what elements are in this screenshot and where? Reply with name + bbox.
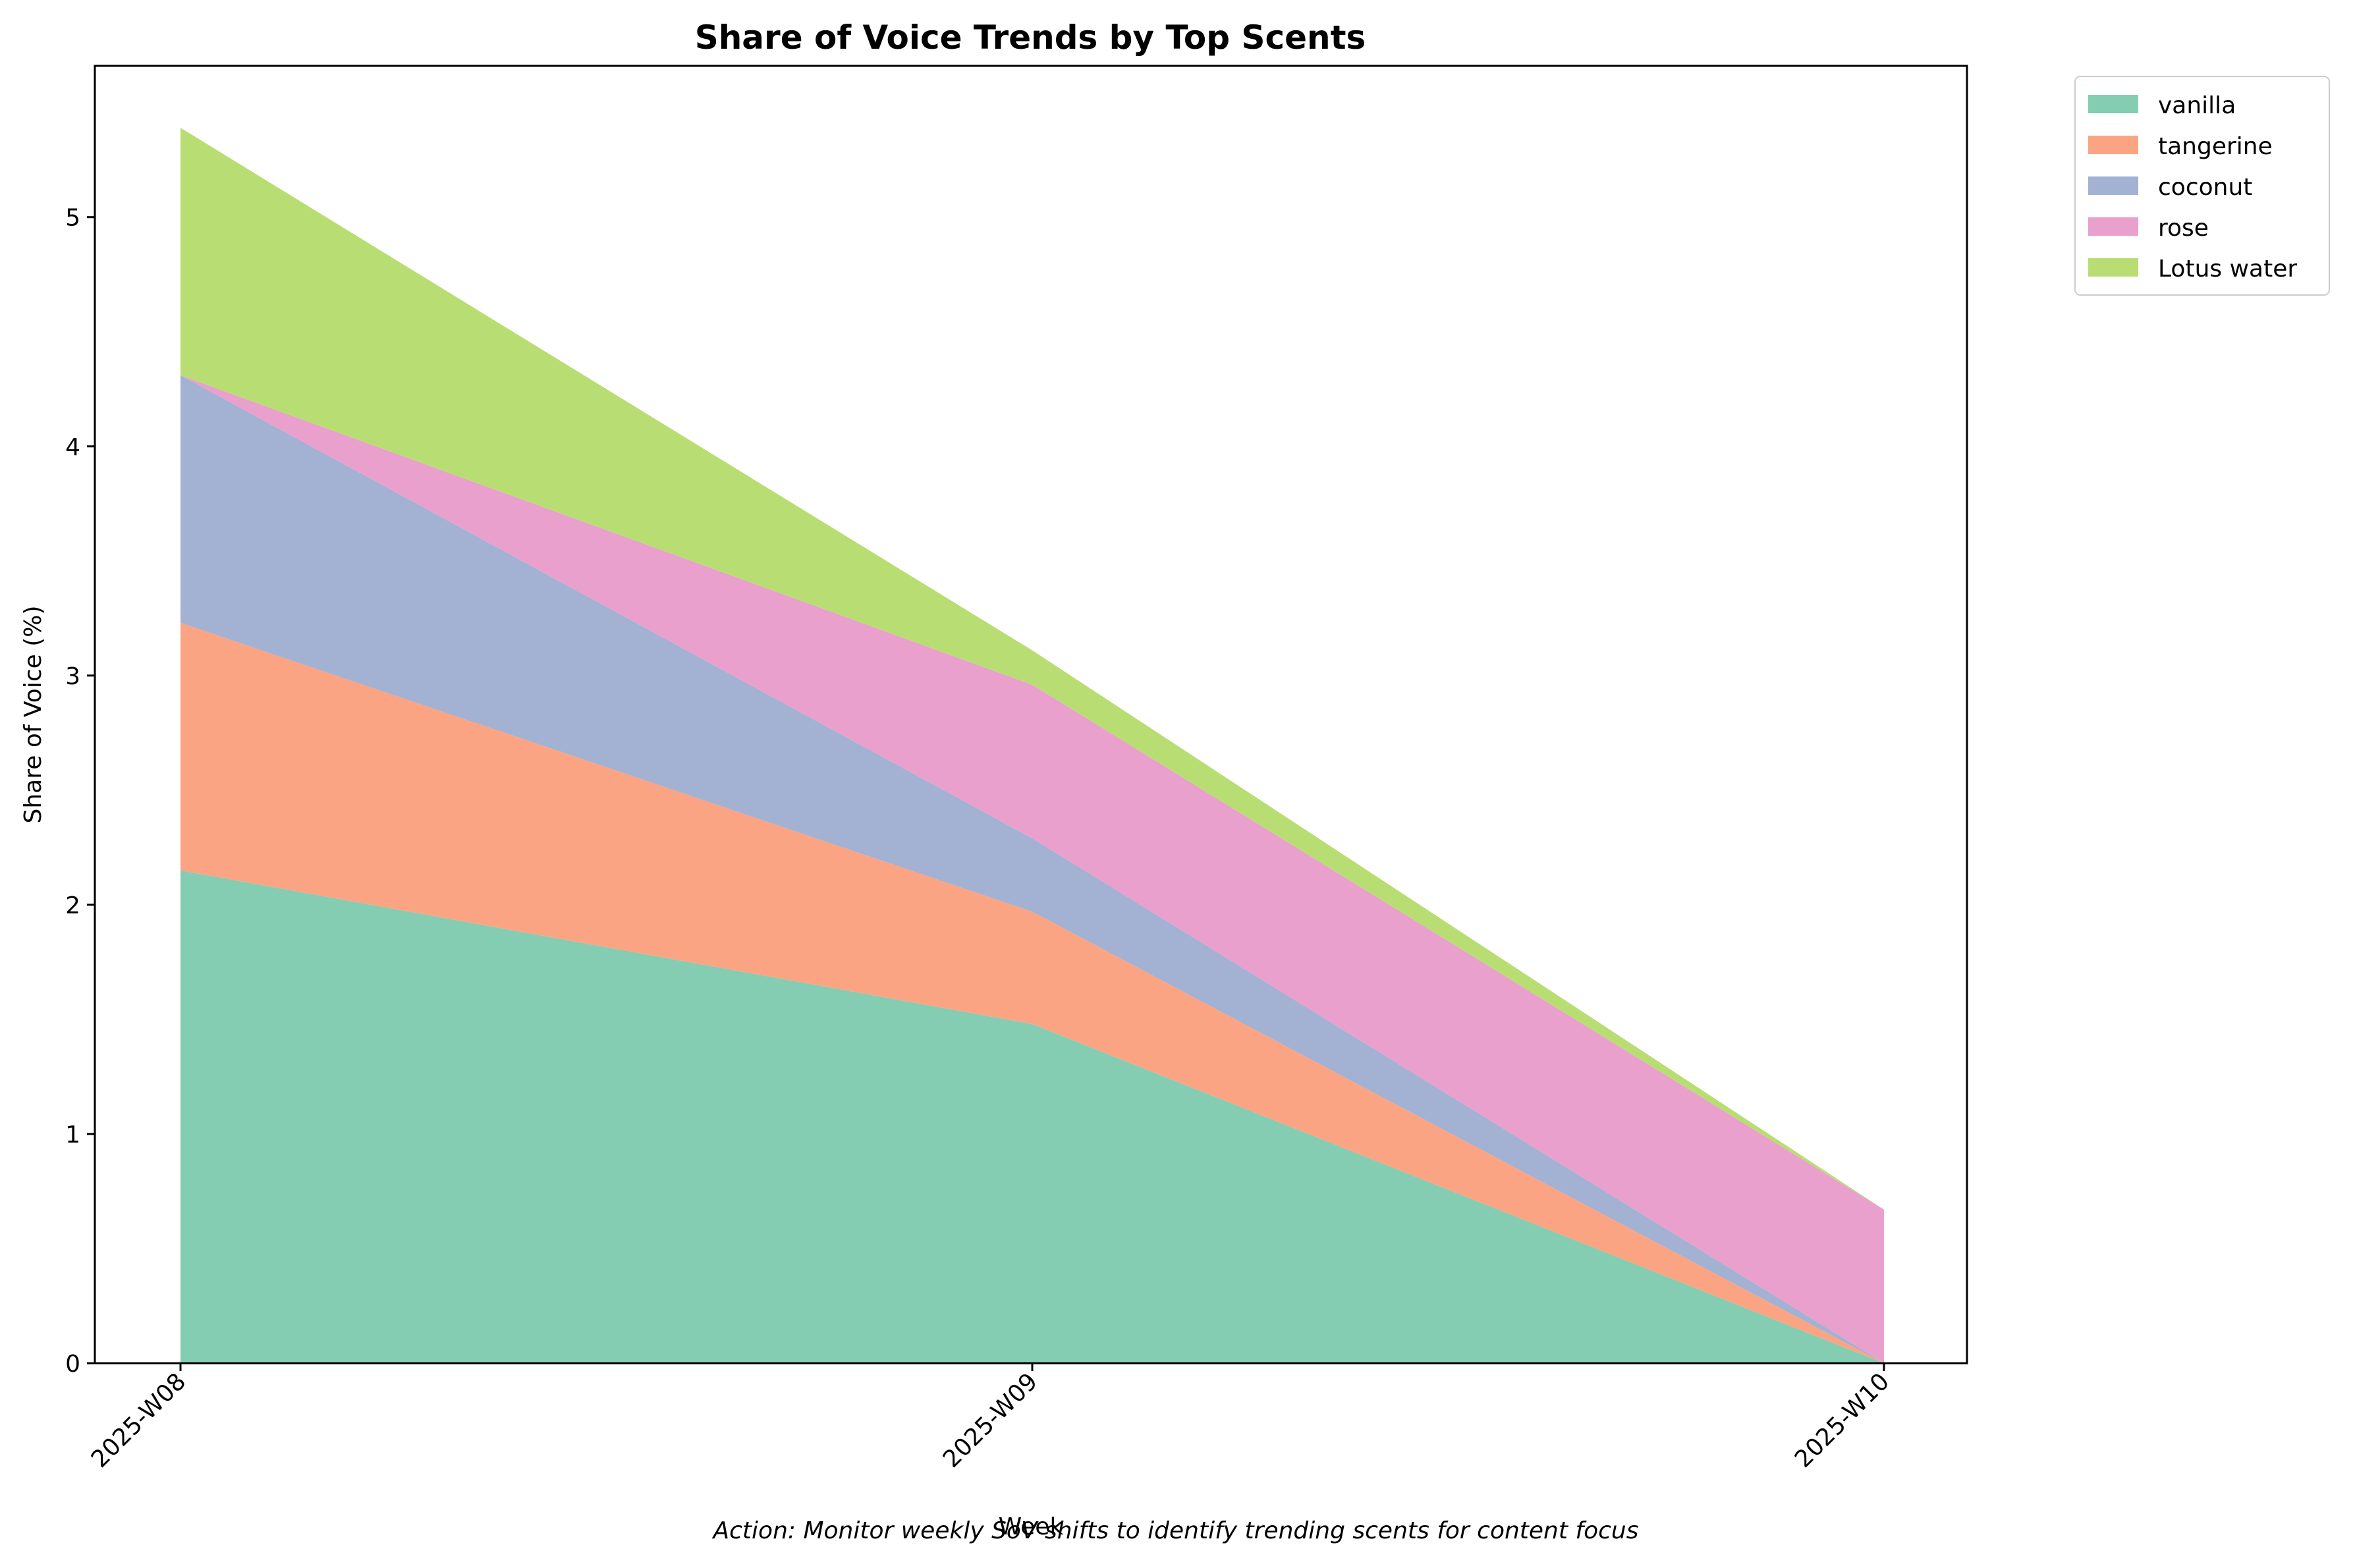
plot-frame [94,65,1968,1365]
legend-label: vanilla [2158,92,2236,119]
legend-swatch [2088,95,2138,113]
legend-label: tangerine [2158,133,2273,160]
x-tick-label: 2025-W08 [86,1368,191,1473]
legend-swatch [2088,176,2138,195]
area-vanilla [180,870,1884,1363]
y-tick-label: 4 [65,434,80,461]
y-tick-label: 0 [65,1351,80,1378]
area-lotus-water [180,127,1884,1210]
y-axis-label: Share of Voice (%) [20,605,47,823]
y-axis-ticks: 0 1 2 3 4 5 [65,205,95,1378]
chart-annotation: Action: Monitor weekly SoV shifts to ide… [712,1517,1639,1544]
legend-swatch [2088,217,2138,236]
legend-frame [2074,76,2330,296]
legend-swatch [2088,258,2138,277]
y-tick-label: 2 [65,892,80,919]
area-coconut [180,375,1884,1363]
y-tick-label: 1 [65,1122,80,1149]
chart-legend: vanilla tangerine coconut rose Lotus water [2074,76,2330,296]
x-axis-ticks: 2025-W08 2025-W09 2025-W10 [86,1363,1895,1473]
x-axis-label: Week [999,1513,1064,1540]
chart-title: Share of Voice Trends by Top Scents [695,18,1366,57]
x-tick-label: 2025-W09 [938,1368,1043,1473]
legend-label: Lotus water [2158,256,2297,283]
area-tangerine [180,622,1884,1364]
legend-label: rose [2158,215,2209,242]
legend-swatch [2088,136,2138,154]
area-layers [180,127,1884,1364]
x-tick-label: 2025-W10 [1790,1368,1895,1473]
y-tick-label: 5 [65,205,80,232]
legend-label: coconut [2158,174,2252,201]
y-tick-label: 3 [65,663,80,690]
